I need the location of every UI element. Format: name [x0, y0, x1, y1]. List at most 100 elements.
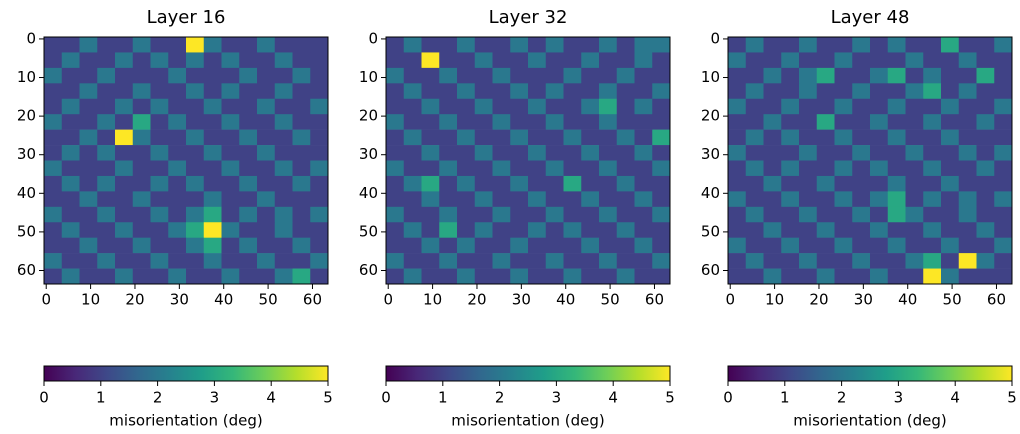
heatmap-cell — [887, 191, 906, 208]
heatmap-cell — [474, 37, 493, 53]
heatmap-cell — [439, 175, 458, 192]
heatmap-cell — [941, 129, 960, 146]
heatmap-cell — [528, 37, 547, 53]
heatmap-cell — [492, 83, 511, 100]
heatmap-cell — [79, 268, 98, 285]
heatmap-cell — [79, 160, 98, 177]
heatmap-cell — [386, 191, 405, 208]
heatmap-cell — [186, 145, 205, 161]
heatmap-cell — [887, 67, 906, 84]
heatmap-cell — [492, 98, 511, 115]
heatmap-cell — [221, 83, 240, 100]
heatmap-cell — [310, 129, 329, 146]
heatmap-cell — [599, 253, 618, 269]
colorbar-tick-label: 2 — [153, 389, 163, 407]
heatmap-cell — [852, 129, 871, 146]
heatmap-cell — [421, 206, 440, 223]
heatmap-cell — [599, 268, 618, 285]
heatmap-cell — [634, 67, 653, 84]
heatmap-cell — [44, 83, 63, 100]
heatmap-cell — [132, 191, 151, 208]
heatmap-cell — [186, 52, 205, 69]
heatmap-cell — [958, 114, 977, 130]
heatmap-cell — [61, 237, 80, 254]
heatmap-cell — [310, 206, 329, 223]
heatmap-cell — [510, 52, 529, 69]
heatmap-cell — [634, 268, 653, 285]
colorbar-tick-label: 2 — [495, 389, 505, 407]
heatmap-cell — [994, 191, 1013, 208]
heatmap-cell — [905, 253, 924, 269]
heatmap-cell — [457, 83, 476, 100]
heatmap-cell — [528, 253, 547, 269]
heatmap-cell — [581, 83, 600, 100]
heatmap-cell — [510, 191, 529, 208]
heatmap-cell — [905, 98, 924, 115]
heatmap-cell — [652, 98, 671, 115]
heatmap-cell — [599, 83, 618, 100]
colorbar-tick-label: 1 — [780, 389, 790, 407]
heatmap-cell — [958, 253, 977, 269]
heatmap-cell — [870, 52, 889, 69]
heatmap-cell — [115, 206, 134, 223]
heatmap-cell — [870, 222, 889, 238]
heatmap-cell — [44, 253, 63, 269]
heatmap-cell — [870, 253, 889, 269]
heatmap-cell — [274, 145, 293, 161]
heatmap-cell — [97, 114, 116, 130]
x-tick-label: 20 — [467, 291, 486, 309]
heatmap-cell — [816, 98, 835, 115]
heatmap-cell — [274, 253, 293, 269]
heatmap-cell — [958, 67, 977, 84]
heatmap-cell — [958, 237, 977, 254]
heatmap-cell — [403, 206, 422, 223]
heatmap-cell — [870, 191, 889, 208]
heatmap-cell — [852, 191, 871, 208]
heatmap-cell — [528, 237, 547, 254]
heatmap-cell — [976, 114, 995, 130]
heatmap-cell — [186, 253, 205, 269]
heatmap-cell — [958, 191, 977, 208]
heatmap-cell — [834, 253, 853, 269]
heatmap-cell — [616, 145, 635, 161]
heatmap-cell — [745, 175, 764, 192]
heatmap-cell — [457, 52, 476, 69]
heatmap-cell — [652, 52, 671, 69]
heatmap-cell — [239, 145, 258, 161]
colorbar-tick-label: 0 — [39, 389, 49, 407]
y-tick-label: 60 — [359, 261, 378, 279]
heatmap-cell — [870, 237, 889, 254]
x-tick-label: 40 — [898, 291, 917, 309]
y-tick-label: 60 — [701, 261, 720, 279]
heatmap-cell — [239, 237, 258, 254]
heatmap-cell — [634, 237, 653, 254]
heatmap-cell — [257, 37, 276, 53]
heatmap-cell — [79, 114, 98, 130]
heatmap-cell — [563, 83, 582, 100]
heatmap-cell — [545, 175, 564, 192]
heatmap-cell — [150, 83, 169, 100]
heatmap-cell — [652, 191, 671, 208]
heatmap-cell — [97, 191, 116, 208]
heatmap-cell — [870, 129, 889, 146]
x-tick-label: 20 — [809, 291, 828, 309]
heatmap-cell — [941, 67, 960, 84]
heatmap-cell — [257, 268, 276, 285]
heatmap-cell — [421, 175, 440, 192]
heatmap-cell — [510, 175, 529, 192]
heatmap-cell — [941, 160, 960, 177]
colorbar-tick-label: 4 — [950, 389, 960, 407]
y-tick-label: 10 — [17, 68, 36, 86]
heatmap-cell — [870, 98, 889, 115]
heatmap-cell — [652, 237, 671, 254]
heatmap-cell — [941, 191, 960, 208]
heatmap-cell — [474, 222, 493, 238]
heatmap-cell — [61, 160, 80, 177]
heatmap-cell — [923, 206, 942, 223]
heatmap-cell — [976, 175, 995, 192]
heatmap-cell — [203, 129, 222, 146]
heatmap-cell — [781, 37, 800, 53]
heatmap-cell — [905, 83, 924, 100]
heatmap-cell — [616, 206, 635, 223]
heatmap-cell — [439, 52, 458, 69]
